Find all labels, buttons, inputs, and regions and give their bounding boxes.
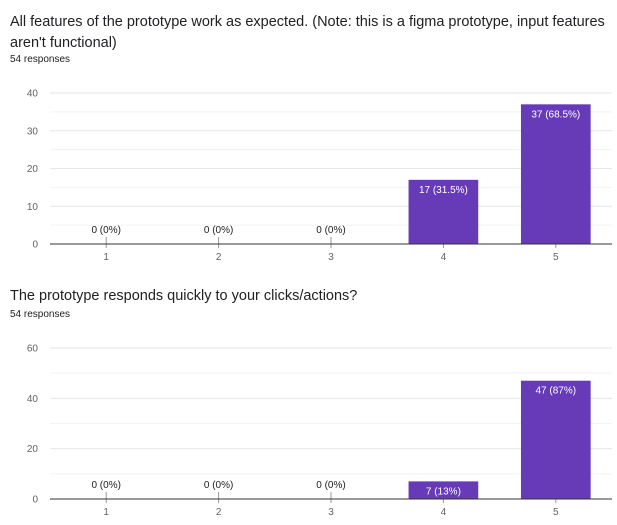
- y-tick-label: 30: [27, 126, 39, 137]
- question-title: All features of the prototype work as ex…: [10, 14, 605, 51]
- bar: [520, 104, 591, 244]
- data-label: 37 (68.5%): [531, 109, 580, 120]
- y-tick-label: 40: [27, 394, 39, 405]
- x-tick-label: 2: [216, 507, 222, 518]
- data-label: 47 (87%): [536, 386, 577, 397]
- question-card-1: All features of the prototype work as ex…: [10, 14, 612, 263]
- x-tick-label: 4: [441, 252, 447, 263]
- bar-chart-2: 0 20 40 60 0 (0%) 1 0 (0%) 2 0 (0%) 3 7 (13%) 4 47 (…: [27, 344, 612, 518]
- x-tick-label: 4: [441, 507, 447, 518]
- bar: [520, 380, 591, 499]
- bar: [408, 179, 479, 244]
- data-label: 0 (0%): [91, 225, 120, 236]
- bar: [408, 481, 479, 499]
- data-label: 0 (0%): [316, 480, 345, 491]
- data-label: 0 (0%): [316, 225, 345, 236]
- y-tick-label: 0: [32, 495, 38, 506]
- x-tick-label: 3: [328, 507, 334, 518]
- x-tick-label: 5: [553, 252, 559, 263]
- data-label: 17 (31.5%): [419, 185, 468, 196]
- data-label: 0 (0%): [204, 480, 233, 491]
- bar-chart-1: 0 10 20 30 40 0 (0%) 1 0 (0%) 2 0 (0%) 3 17 (31.5%)…: [27, 89, 612, 263]
- response-count: 54 responses: [10, 309, 71, 320]
- y-tick-label: 20: [27, 164, 39, 175]
- y-tick-label: 0: [32, 240, 38, 251]
- x-tick-label: 1: [103, 252, 109, 263]
- data-label: 7 (13%): [426, 486, 461, 497]
- y-tick-label: 40: [27, 89, 39, 100]
- y-tick-label: 20: [27, 444, 39, 455]
- question-title: The prototype responds quickly to your c…: [10, 288, 358, 304]
- x-tick-label: 3: [328, 252, 334, 263]
- y-tick-label: 10: [27, 202, 39, 213]
- response-count: 54 responses: [10, 54, 71, 65]
- x-tick-label: 5: [553, 507, 559, 518]
- x-tick-label: 1: [103, 507, 109, 518]
- x-tick-label: 2: [216, 252, 222, 263]
- y-tick-label: 60: [27, 344, 39, 355]
- data-label: 0 (0%): [204, 225, 233, 236]
- data-label: 0 (0%): [91, 480, 120, 491]
